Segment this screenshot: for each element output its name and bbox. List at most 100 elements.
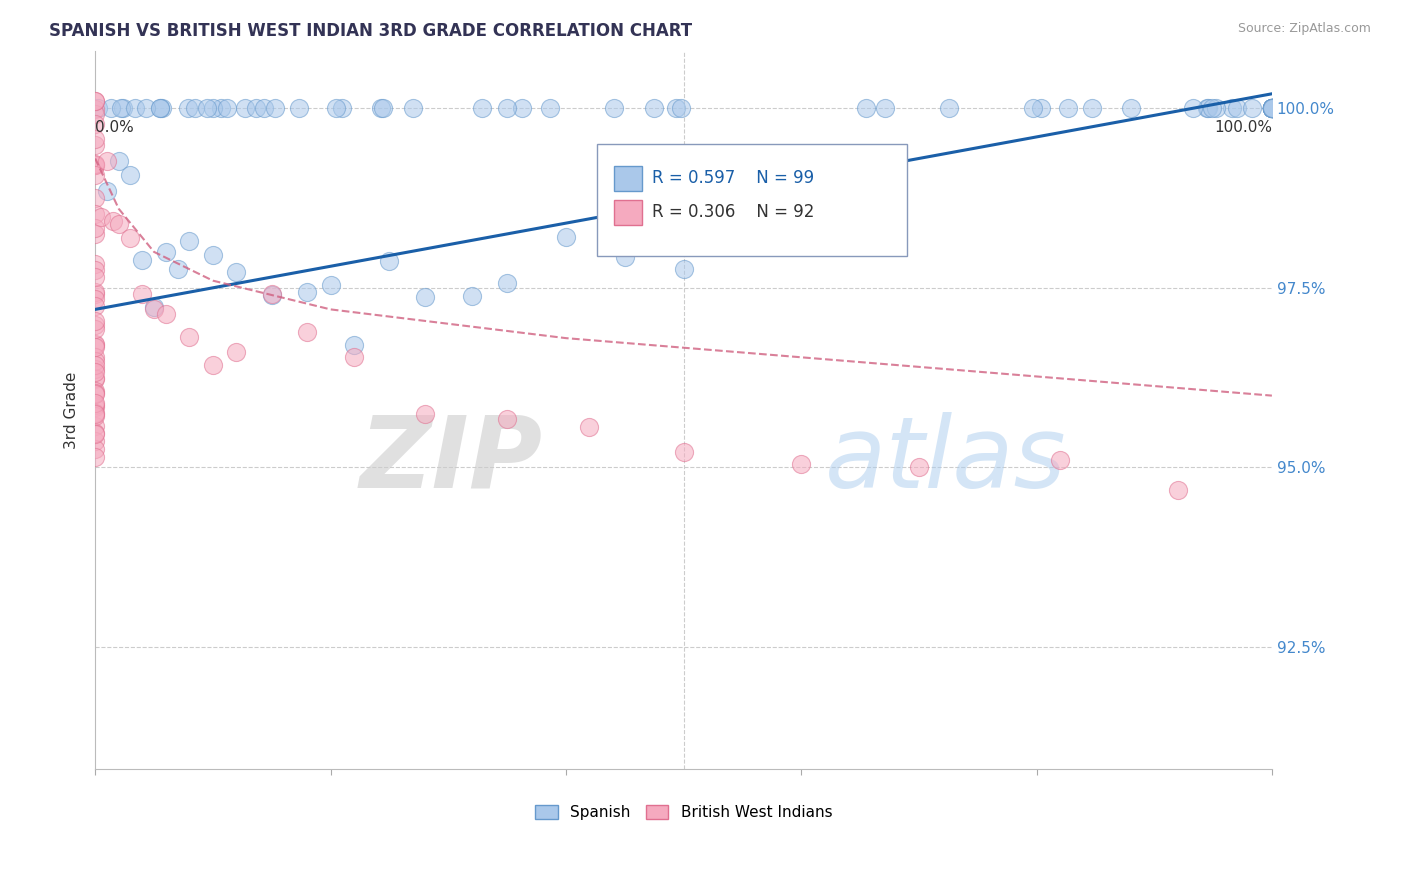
Point [84, 400, 107, 414]
Point [1195, 101, 1218, 115]
Point [84, 106, 107, 120]
Point [120, 230, 142, 244]
Point [413, 290, 436, 304]
Point [84, 94, 107, 108]
Point [1167, 483, 1189, 498]
Point [84, 419, 107, 434]
Point [184, 101, 207, 115]
Point [84, 337, 107, 351]
Point [1197, 101, 1219, 115]
Point [84, 409, 107, 423]
Point [413, 408, 436, 422]
Point [84, 137, 107, 152]
Point [84, 257, 107, 271]
Point [84, 425, 107, 440]
Point [84, 337, 107, 351]
Point [84, 168, 107, 182]
Point [378, 254, 401, 268]
Point [84, 191, 107, 205]
Point [96, 154, 118, 169]
Point [471, 101, 494, 115]
Point [84, 314, 107, 328]
Point [84, 350, 107, 364]
Point [155, 307, 177, 321]
Point [1049, 452, 1071, 467]
Point [461, 289, 484, 303]
Point [100, 101, 122, 115]
Point [84, 117, 107, 131]
Point [1181, 101, 1204, 115]
Point [578, 419, 600, 434]
Point [84, 386, 107, 401]
Point [177, 101, 200, 115]
Text: Source: ZipAtlas.com: Source: ZipAtlas.com [1237, 22, 1371, 36]
Point [1261, 101, 1284, 115]
Point [370, 101, 392, 115]
Point [84, 102, 107, 116]
Point [1261, 101, 1284, 115]
Point [120, 168, 142, 182]
Point [295, 325, 318, 339]
Point [1261, 101, 1284, 115]
Point [202, 101, 225, 115]
Text: ZIP: ZIP [360, 412, 543, 508]
Point [260, 288, 283, 302]
Point [84, 371, 107, 385]
Point [643, 101, 665, 115]
Point [84, 450, 107, 464]
Point [96, 184, 118, 198]
Point [215, 101, 238, 115]
Point [149, 101, 172, 115]
Text: SPANISH VS BRITISH WEST INDIAN 3RD GRADE CORRELATION CHART: SPANISH VS BRITISH WEST INDIAN 3RD GRADE… [49, 22, 692, 40]
Point [84, 156, 107, 170]
Point [402, 101, 425, 115]
Point [908, 459, 931, 474]
Point [1081, 101, 1104, 115]
Point [672, 444, 695, 458]
Point [166, 261, 188, 276]
Point [179, 330, 201, 344]
Point [538, 101, 561, 115]
Point [155, 244, 177, 259]
Point [110, 101, 132, 115]
Point [84, 318, 107, 333]
Point [1261, 101, 1284, 115]
Point [201, 358, 224, 372]
Point [143, 300, 166, 314]
Point [87, 101, 110, 115]
Point [84, 322, 107, 336]
Point [84, 285, 107, 299]
Point [135, 101, 157, 115]
Point [101, 214, 124, 228]
Point [613, 251, 636, 265]
Point [84, 132, 107, 146]
Point [260, 287, 283, 301]
Point [373, 101, 395, 115]
Point [84, 227, 107, 241]
Point [1121, 101, 1143, 115]
Point [1261, 101, 1284, 115]
Point [1261, 101, 1284, 115]
Point [84, 158, 107, 172]
Point [790, 457, 813, 471]
Text: 0.0%: 0.0% [96, 120, 134, 135]
Point [554, 230, 576, 244]
Point [1205, 101, 1227, 115]
Text: atlas: atlas [825, 412, 1066, 508]
Point [325, 101, 347, 115]
Point [1022, 101, 1045, 115]
Point [245, 101, 267, 115]
Point [1261, 101, 1284, 115]
Point [84, 293, 107, 307]
Point [84, 442, 107, 457]
Point [84, 386, 107, 401]
Point [84, 372, 107, 386]
Point [179, 234, 201, 248]
Text: 100.0%: 100.0% [1213, 120, 1272, 135]
Point [510, 101, 533, 115]
Point [295, 285, 318, 299]
Point [319, 277, 342, 292]
Point [1057, 101, 1080, 115]
Point [209, 101, 232, 115]
Text: R = 0.597    N = 99: R = 0.597 N = 99 [652, 169, 814, 187]
